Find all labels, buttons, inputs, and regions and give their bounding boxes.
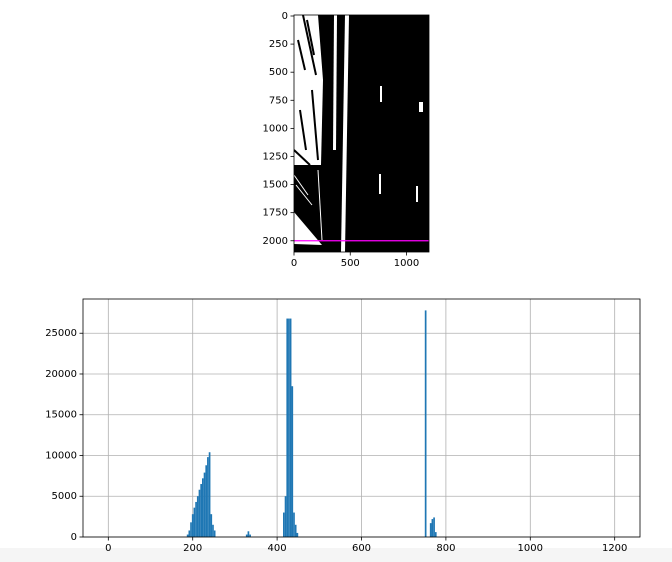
bar — [208, 452, 211, 537]
bar — [210, 514, 213, 537]
image-streaks — [294, 15, 319, 166]
bar — [249, 534, 251, 537]
image-region — [341, 15, 349, 252]
bar — [245, 534, 248, 537]
y-tick-label: 1000 — [263, 123, 288, 134]
y-tick-label: 10000 — [45, 450, 77, 461]
x-tick-label: 1200 — [602, 543, 627, 554]
bar — [284, 496, 287, 537]
y-tick-label: 1500 — [263, 180, 288, 191]
y-tick-label: 0 — [282, 11, 288, 22]
bar — [213, 530, 216, 537]
bar — [286, 318, 289, 537]
bar — [201, 478, 204, 537]
x-tick-label: 500 — [341, 258, 360, 269]
y-tick-label: 5000 — [52, 491, 77, 502]
bar — [293, 512, 295, 537]
bar — [188, 530, 191, 537]
y-tick-label: 0 — [71, 532, 77, 543]
y-tick-label: 500 — [269, 67, 288, 78]
y-tick-label: 15000 — [45, 410, 77, 421]
bar — [294, 524, 297, 537]
image-region — [294, 165, 315, 230]
bar — [296, 532, 299, 537]
bar — [198, 489, 201, 537]
x-tick-label: 400 — [268, 543, 287, 554]
bar — [424, 310, 427, 537]
bar — [203, 472, 206, 537]
bar — [289, 318, 292, 537]
axes-frame — [293, 14, 430, 253]
y-tick-label: 750 — [269, 95, 288, 106]
bar — [433, 517, 435, 537]
image-dots — [379, 86, 423, 202]
bar — [193, 507, 196, 537]
bar — [429, 523, 432, 537]
x-tick-label: 0 — [105, 543, 111, 554]
bar — [196, 496, 199, 537]
bar — [288, 318, 290, 537]
bar — [283, 512, 285, 537]
lane-image — [294, 15, 429, 252]
y-tick-label: 20000 — [45, 369, 77, 380]
image-region — [333, 15, 337, 150]
y-tick-label: 2000 — [263, 236, 288, 247]
y-tick-label: 1750 — [263, 208, 288, 219]
x-tick-label: 200 — [183, 543, 202, 554]
x-tick-label: 1000 — [518, 543, 543, 554]
bar — [205, 465, 208, 537]
x-tick-label: 1000 — [394, 258, 419, 269]
x-tick-label: 0 — [291, 258, 297, 269]
image-lines — [294, 169, 323, 241]
bar — [186, 534, 189, 537]
y-tick-label: 250 — [269, 39, 288, 50]
bar — [434, 532, 437, 537]
y-tick-label: 25000 — [45, 328, 77, 339]
image-region — [294, 212, 322, 245]
x-tick-label: 800 — [436, 543, 455, 554]
bar — [191, 514, 194, 537]
bar — [190, 522, 192, 537]
bar — [291, 386, 294, 537]
x-tick-label: 600 — [352, 543, 371, 554]
bar — [200, 484, 202, 537]
axes-frame — [82, 298, 641, 538]
bar — [207, 457, 209, 537]
bar — [431, 519, 434, 537]
output-footer — [0, 548, 672, 562]
y-tick-label: 1250 — [263, 151, 288, 162]
bar — [247, 531, 250, 537]
bar — [195, 501, 197, 537]
bar — [212, 524, 214, 537]
